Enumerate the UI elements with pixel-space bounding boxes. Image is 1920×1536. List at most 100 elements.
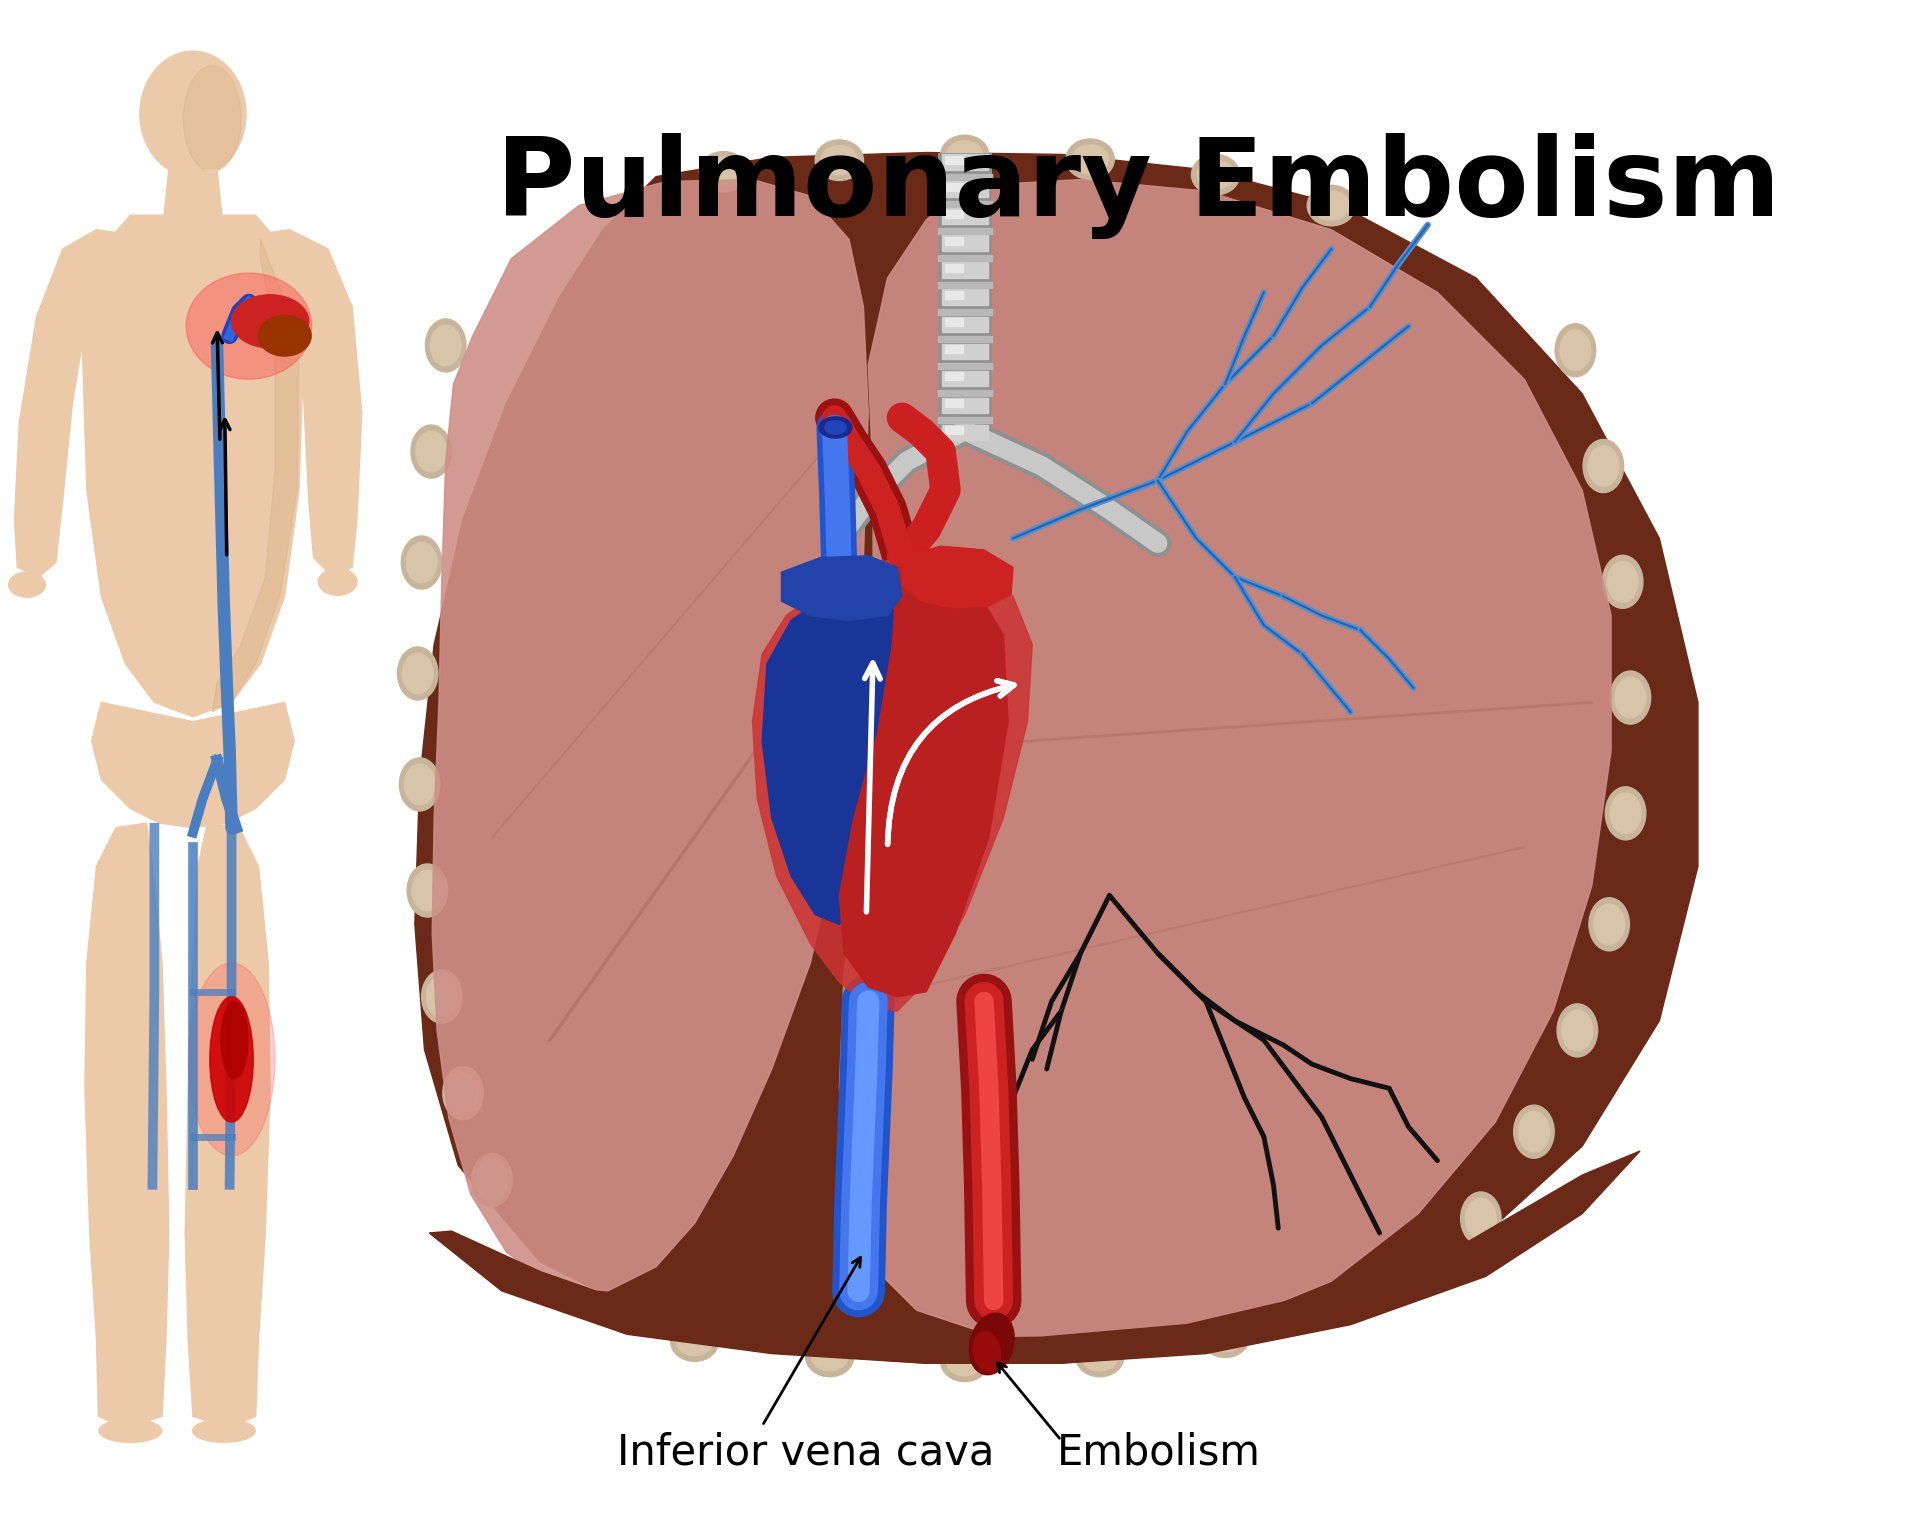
Ellipse shape — [826, 421, 847, 435]
Bar — [937, 261, 993, 281]
Ellipse shape — [1202, 1316, 1250, 1358]
Ellipse shape — [822, 146, 858, 175]
Ellipse shape — [705, 157, 741, 186]
Ellipse shape — [1198, 160, 1235, 189]
Ellipse shape — [1313, 190, 1350, 220]
Ellipse shape — [403, 653, 434, 694]
Polygon shape — [163, 170, 223, 215]
Ellipse shape — [1192, 155, 1240, 195]
Text: Inferior vena cava: Inferior vena cava — [618, 1432, 995, 1473]
Bar — [941, 398, 989, 413]
Ellipse shape — [221, 1001, 248, 1078]
Ellipse shape — [426, 977, 457, 1017]
Ellipse shape — [405, 763, 436, 805]
Ellipse shape — [1465, 1198, 1496, 1240]
Bar — [937, 396, 993, 416]
Bar — [941, 344, 989, 359]
Ellipse shape — [676, 1327, 712, 1356]
Bar — [937, 281, 993, 287]
Bar — [945, 399, 962, 407]
Ellipse shape — [232, 295, 309, 347]
FancyArrowPatch shape — [887, 680, 1014, 845]
Bar — [937, 309, 993, 315]
Bar — [937, 341, 993, 362]
Ellipse shape — [401, 536, 442, 588]
Ellipse shape — [1588, 445, 1619, 487]
Ellipse shape — [1081, 1342, 1117, 1372]
Bar — [937, 180, 993, 201]
Bar — [941, 235, 989, 250]
Ellipse shape — [941, 1341, 989, 1381]
Polygon shape — [255, 230, 361, 578]
Bar — [941, 370, 989, 386]
Ellipse shape — [699, 152, 747, 192]
Polygon shape — [415, 152, 1697, 1364]
Bar — [937, 362, 993, 369]
Ellipse shape — [319, 568, 357, 596]
Bar — [937, 255, 993, 261]
Bar — [945, 210, 962, 218]
Ellipse shape — [1557, 1005, 1597, 1057]
Bar — [945, 427, 962, 435]
Bar — [941, 155, 989, 170]
Bar — [941, 181, 989, 197]
Ellipse shape — [1559, 330, 1592, 370]
Bar — [937, 315, 993, 336]
Ellipse shape — [140, 51, 246, 177]
Bar — [937, 369, 993, 390]
Ellipse shape — [1208, 1322, 1244, 1352]
Bar — [941, 289, 989, 306]
Polygon shape — [753, 558, 1033, 1011]
Ellipse shape — [1590, 897, 1630, 951]
Ellipse shape — [1519, 1112, 1549, 1152]
Ellipse shape — [1611, 793, 1642, 834]
Ellipse shape — [1594, 905, 1624, 945]
Ellipse shape — [947, 141, 983, 170]
Polygon shape — [839, 180, 1611, 1344]
Bar — [945, 292, 962, 300]
Ellipse shape — [1607, 562, 1638, 602]
Bar — [945, 372, 962, 381]
Bar — [937, 416, 993, 422]
Text: Embolism: Embolism — [1056, 1432, 1260, 1473]
Ellipse shape — [947, 1347, 983, 1376]
Bar — [941, 209, 989, 224]
Ellipse shape — [422, 971, 463, 1023]
Ellipse shape — [816, 140, 864, 180]
Bar — [937, 206, 993, 227]
Ellipse shape — [407, 863, 447, 917]
Bar — [937, 287, 993, 309]
Ellipse shape — [1561, 1011, 1594, 1051]
Bar — [941, 424, 989, 439]
Ellipse shape — [209, 997, 253, 1123]
Ellipse shape — [941, 135, 989, 175]
Ellipse shape — [182, 66, 242, 172]
Ellipse shape — [1066, 138, 1114, 180]
Polygon shape — [781, 556, 902, 621]
Ellipse shape — [399, 757, 440, 811]
Bar — [937, 336, 993, 341]
Ellipse shape — [447, 1072, 478, 1114]
Ellipse shape — [397, 647, 438, 700]
Polygon shape — [83, 215, 303, 717]
FancyArrowPatch shape — [887, 680, 1014, 845]
Polygon shape — [430, 1150, 1640, 1364]
Ellipse shape — [472, 1154, 513, 1206]
Ellipse shape — [806, 1336, 854, 1376]
Polygon shape — [213, 240, 300, 713]
Bar — [945, 264, 962, 272]
Ellipse shape — [820, 416, 852, 438]
Ellipse shape — [407, 542, 438, 582]
Ellipse shape — [1071, 144, 1108, 174]
Ellipse shape — [670, 1321, 718, 1361]
Ellipse shape — [1605, 786, 1645, 840]
Ellipse shape — [1308, 186, 1356, 226]
Polygon shape — [84, 823, 169, 1425]
Ellipse shape — [476, 1160, 507, 1200]
Ellipse shape — [1611, 671, 1651, 723]
Bar — [945, 157, 962, 164]
Ellipse shape — [1603, 556, 1644, 608]
Bar — [941, 316, 989, 332]
Ellipse shape — [257, 315, 311, 356]
Polygon shape — [839, 567, 1008, 997]
